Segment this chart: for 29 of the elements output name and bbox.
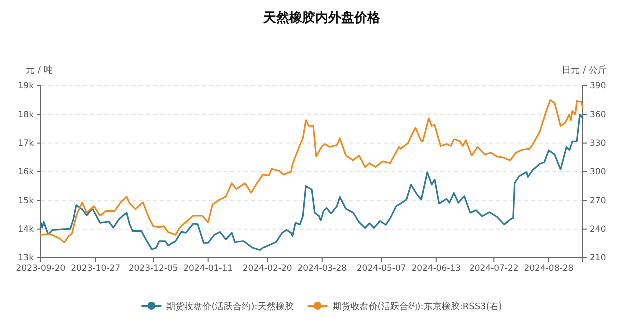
y2-tick-label: 270 bbox=[590, 196, 606, 206]
y2-tick-label: 210 bbox=[590, 254, 606, 264]
y2-tick-label: 360 bbox=[590, 110, 606, 120]
y-tick-label: 15k bbox=[18, 196, 34, 206]
y2-tick-label: 240 bbox=[590, 225, 606, 236]
y-tick-label: 17k bbox=[18, 139, 34, 150]
y-tick-label: 13k bbox=[18, 254, 34, 264]
y-tick-label: 19k bbox=[18, 82, 34, 92]
x-tick-label: 2024-05-07 bbox=[356, 264, 406, 274]
x-tick-label: 2024-08-28 bbox=[524, 264, 574, 274]
y2-tick-label: 300 bbox=[590, 168, 606, 178]
x-tick-label: 2024-02-20 bbox=[242, 264, 292, 274]
legend-label: 期货收盘价(活跃合约):东京橡胶:RSS3(右) bbox=[332, 302, 502, 312]
y-axis-title: 元 / 吨 bbox=[26, 65, 53, 76]
y-tick-label: 18k bbox=[18, 110, 34, 120]
chart-title: 天然橡胶内外盘价格 bbox=[262, 10, 382, 26]
y-tick-label: 16k bbox=[18, 168, 34, 178]
x-tick-label: 2023-12-05 bbox=[128, 264, 178, 274]
x-tick-label: 2023-10-27 bbox=[71, 264, 120, 274]
x-tick-label: 2024-01-11 bbox=[184, 264, 234, 274]
y-tick-label: 14k bbox=[18, 225, 34, 236]
y2-tick-label: 330 bbox=[590, 139, 606, 150]
x-tick-label: 2024-03-28 bbox=[298, 264, 348, 274]
x-tick-label: 2024-06-13 bbox=[412, 264, 462, 274]
y2-axis-title: 日元 / 公斤 bbox=[562, 65, 607, 76]
x-tick-label: 2023-09-20 bbox=[16, 264, 66, 274]
y2-tick-label: 390 bbox=[590, 82, 606, 92]
legend-label: 期货收盘价(活跃合约):天然橡胶 bbox=[166, 302, 294, 312]
x-tick-label: 2024-07-22 bbox=[469, 264, 519, 274]
